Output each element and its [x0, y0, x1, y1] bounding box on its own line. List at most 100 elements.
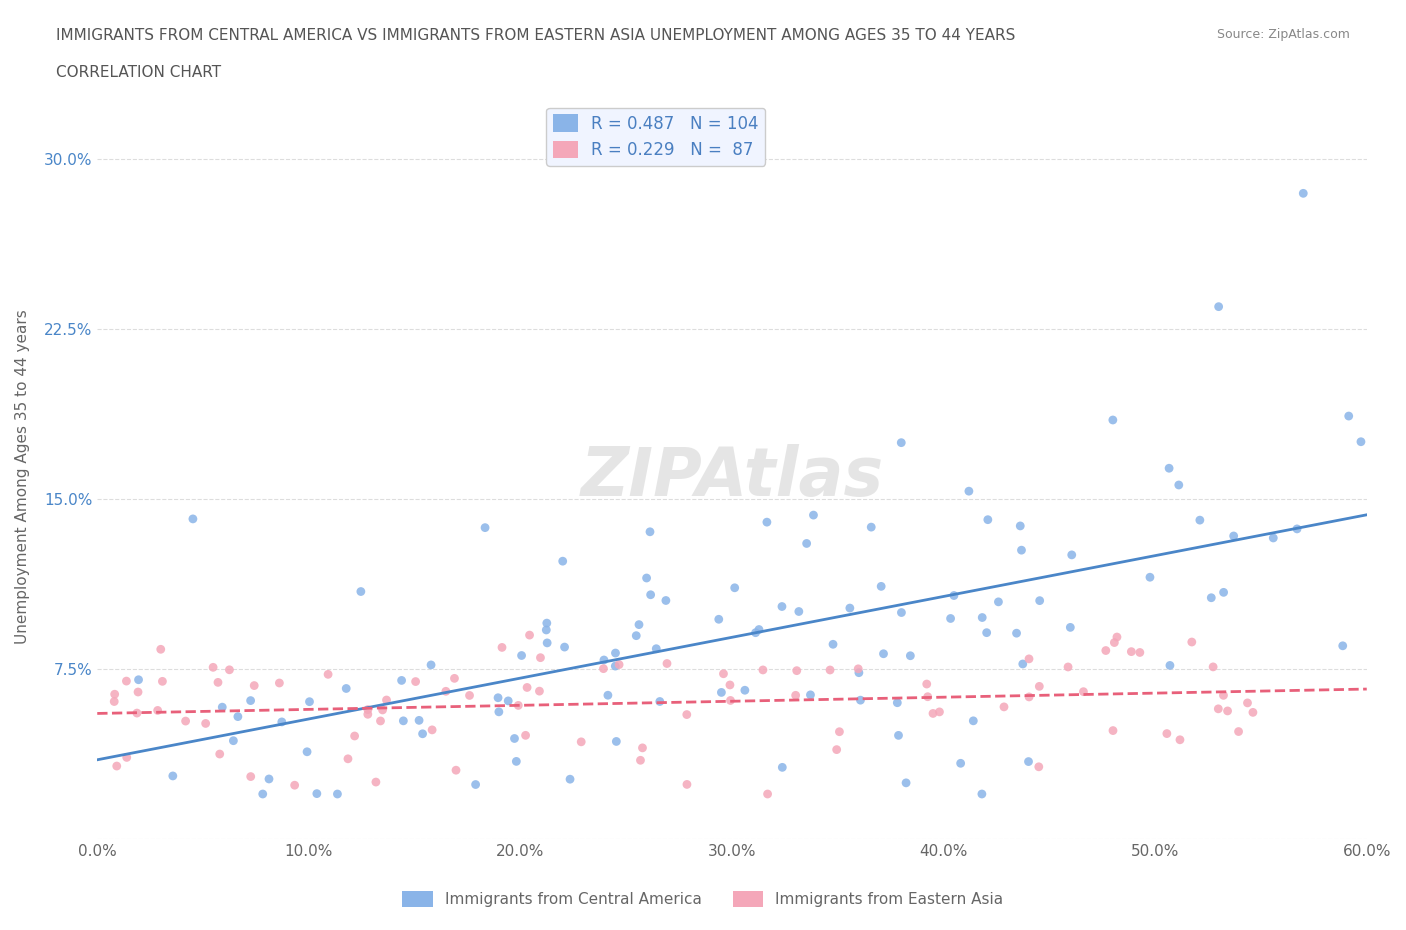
Point: [707, 612, 730, 627]
Point: [1018, 689, 1040, 704]
Point: [295, 744, 318, 759]
Point: [486, 690, 509, 705]
Legend: R = 0.487   N = 104, R = 0.229   N =  87: R = 0.487 N = 104, R = 0.229 N = 87: [547, 108, 765, 166]
Point: [718, 678, 741, 693]
Point: [1059, 620, 1081, 635]
Point: [838, 601, 860, 616]
Point: [1121, 644, 1143, 659]
Point: [799, 687, 821, 702]
Point: [326, 787, 349, 802]
Point: [554, 640, 576, 655]
Point: [1105, 630, 1128, 644]
Point: [1102, 724, 1125, 738]
Point: [720, 693, 742, 708]
Point: [252, 787, 274, 802]
Point: [977, 512, 1000, 527]
Point: [870, 578, 893, 593]
Point: [655, 656, 678, 671]
Point: [957, 484, 980, 498]
Y-axis label: Unemployment Among Ages 35 to 44 years: Unemployment Among Ages 35 to 44 years: [15, 310, 30, 644]
Point: [785, 688, 807, 703]
Point: [1057, 659, 1080, 674]
Point: [1094, 643, 1116, 658]
Point: [1350, 434, 1372, 449]
Point: [434, 684, 457, 698]
Point: [1028, 760, 1050, 775]
Point: [444, 763, 467, 777]
Point: [412, 726, 434, 741]
Point: [519, 628, 541, 643]
Point: [1227, 724, 1250, 739]
Point: [569, 735, 592, 750]
Point: [474, 520, 496, 535]
Point: [1011, 657, 1033, 671]
Point: [174, 713, 197, 728]
Point: [458, 688, 481, 703]
Point: [1010, 519, 1032, 534]
Point: [336, 751, 359, 766]
Point: [846, 661, 869, 676]
Point: [305, 786, 328, 801]
Point: [194, 716, 217, 731]
Point: [370, 713, 392, 728]
Point: [181, 512, 204, 526]
Point: [357, 707, 380, 722]
Point: [1201, 591, 1223, 605]
Point: [510, 648, 533, 663]
Point: [752, 662, 775, 677]
Point: [796, 536, 818, 551]
Point: [887, 728, 910, 743]
Point: [942, 588, 965, 603]
Point: [1222, 528, 1244, 543]
Point: [1156, 726, 1178, 741]
Point: [208, 747, 231, 762]
Point: [536, 622, 558, 637]
Point: [987, 594, 1010, 609]
Point: [828, 724, 851, 739]
Point: [724, 580, 747, 595]
Point: [1292, 186, 1315, 201]
Point: [1159, 460, 1181, 475]
Text: Source: ZipAtlas.com: Source: ZipAtlas.com: [1216, 28, 1350, 41]
Point: [364, 775, 387, 790]
Point: [607, 658, 630, 672]
Point: [922, 706, 945, 721]
Point: [1104, 635, 1126, 650]
Point: [962, 713, 984, 728]
Point: [1202, 659, 1225, 674]
Point: [1159, 658, 1181, 673]
Point: [638, 525, 661, 539]
Point: [627, 618, 650, 632]
Point: [593, 653, 616, 668]
Text: CORRELATION CHART: CORRELATION CHART: [56, 65, 221, 80]
Point: [1212, 585, 1234, 600]
Point: [316, 667, 339, 682]
Point: [770, 599, 793, 614]
Point: [162, 768, 184, 783]
Point: [239, 693, 262, 708]
Point: [626, 629, 648, 644]
Point: [1129, 645, 1152, 660]
Point: [972, 610, 994, 625]
Point: [1216, 703, 1239, 718]
Point: [1241, 705, 1264, 720]
Point: [748, 622, 770, 637]
Point: [257, 772, 280, 787]
Point: [536, 635, 558, 650]
Point: [630, 753, 652, 768]
Legend: Immigrants from Central America, Immigrants from Eastern Asia: Immigrants from Central America, Immigra…: [396, 884, 1010, 913]
Point: [890, 605, 912, 620]
Point: [1236, 696, 1258, 711]
Point: [1208, 299, 1230, 314]
Point: [1011, 543, 1033, 558]
Point: [491, 640, 513, 655]
Point: [1263, 530, 1285, 545]
Point: [298, 695, 321, 710]
Point: [648, 694, 671, 709]
Point: [408, 713, 430, 728]
Text: IMMIGRANTS FROM CENTRAL AMERICA VS IMMIGRANTS FROM EASTERN ASIA UNEMPLOYMENT AMO: IMMIGRANTS FROM CENTRAL AMERICA VS IMMIG…: [56, 28, 1015, 43]
Point: [928, 704, 950, 719]
Point: [860, 520, 883, 535]
Point: [464, 777, 486, 792]
Point: [420, 723, 443, 737]
